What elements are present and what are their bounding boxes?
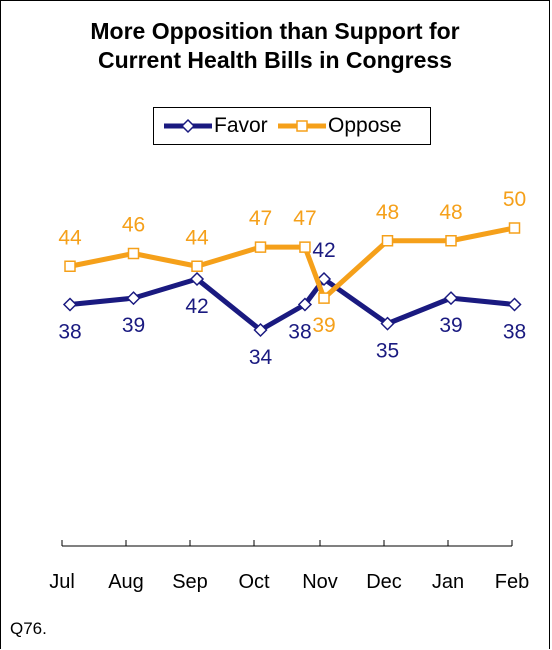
- question-note: Q76.: [10, 619, 47, 638]
- point-oppose-1: [127, 247, 140, 260]
- point-oppose-0: [64, 260, 76, 272]
- point-oppose-8: [508, 222, 521, 234]
- x-tick-label-jan: Jan: [432, 571, 464, 593]
- data-label-favor-6: 35: [376, 340, 399, 363]
- data-label-oppose-3: 47: [249, 207, 272, 230]
- point-oppose-4: [299, 241, 311, 253]
- data-label-favor-8: 38: [503, 321, 526, 344]
- point-favor-1: [126, 291, 141, 306]
- x-tick-label-nov: Nov: [302, 571, 338, 593]
- chart-title-line1: More Opposition than Support for: [90, 18, 460, 44]
- point-favor-4: [297, 297, 313, 312]
- point-favor-6: [380, 316, 395, 331]
- point-favor-5: [316, 271, 332, 287]
- legend-swatch-oppose: [278, 120, 326, 132]
- data-label-oppose-5: 39: [312, 314, 335, 337]
- x-tick-label-sep: Sep: [172, 571, 208, 593]
- data-label-favor-5: 42: [312, 239, 335, 262]
- x-tick-label-jul: Jul: [49, 571, 75, 593]
- point-favor-2: [189, 271, 205, 287]
- point-favor-8: [507, 297, 522, 312]
- point-oppose-3: [254, 241, 267, 253]
- x-tick-label-dec: Dec: [366, 571, 402, 593]
- chart-title: More Opposition than Support for Current…: [1, 17, 549, 75]
- data-label-oppose-2: 44: [185, 226, 209, 249]
- point-oppose-7: [445, 235, 457, 247]
- point-oppose-6: [381, 235, 394, 247]
- data-label-oppose-7: 48: [439, 201, 462, 224]
- x-tick-label-feb: Feb: [495, 571, 529, 593]
- data-label-oppose-4: 47: [293, 207, 316, 230]
- data-label-oppose-8: 50: [503, 188, 526, 211]
- x-tick-label-oct: Oct: [238, 571, 270, 593]
- data-label-favor-2: 42: [185, 295, 208, 318]
- legend-label-favor: Favor: [214, 114, 268, 137]
- legend-label-oppose: Oppose: [328, 114, 402, 137]
- legend-item-oppose: Oppose: [276, 108, 402, 144]
- data-label-favor-1: 39: [122, 314, 145, 337]
- chart-legend: Favor Oppose: [153, 107, 431, 145]
- legend-swatch-favor: [164, 118, 212, 134]
- point-favor-0: [62, 297, 78, 312]
- chart-title-line2: Current Health Bills in Congress: [97, 47, 452, 73]
- data-label-favor-0: 38: [58, 321, 81, 344]
- data-label-favor-7: 39: [439, 314, 462, 337]
- data-label-favor-4: 38: [288, 321, 311, 344]
- data-label-oppose-6: 48: [376, 201, 399, 224]
- data-label-oppose-0: 44: [58, 226, 82, 249]
- point-oppose-2: [191, 260, 203, 272]
- legend-item-favor: Favor: [162, 108, 268, 144]
- data-label-oppose-1: 46: [122, 214, 145, 237]
- x-tick-label-aug: Aug: [108, 571, 144, 593]
- point-favor-3: [253, 322, 268, 338]
- point-favor-7: [443, 291, 459, 306]
- point-oppose-5: [318, 292, 330, 304]
- data-label-favor-3: 34: [249, 346, 273, 369]
